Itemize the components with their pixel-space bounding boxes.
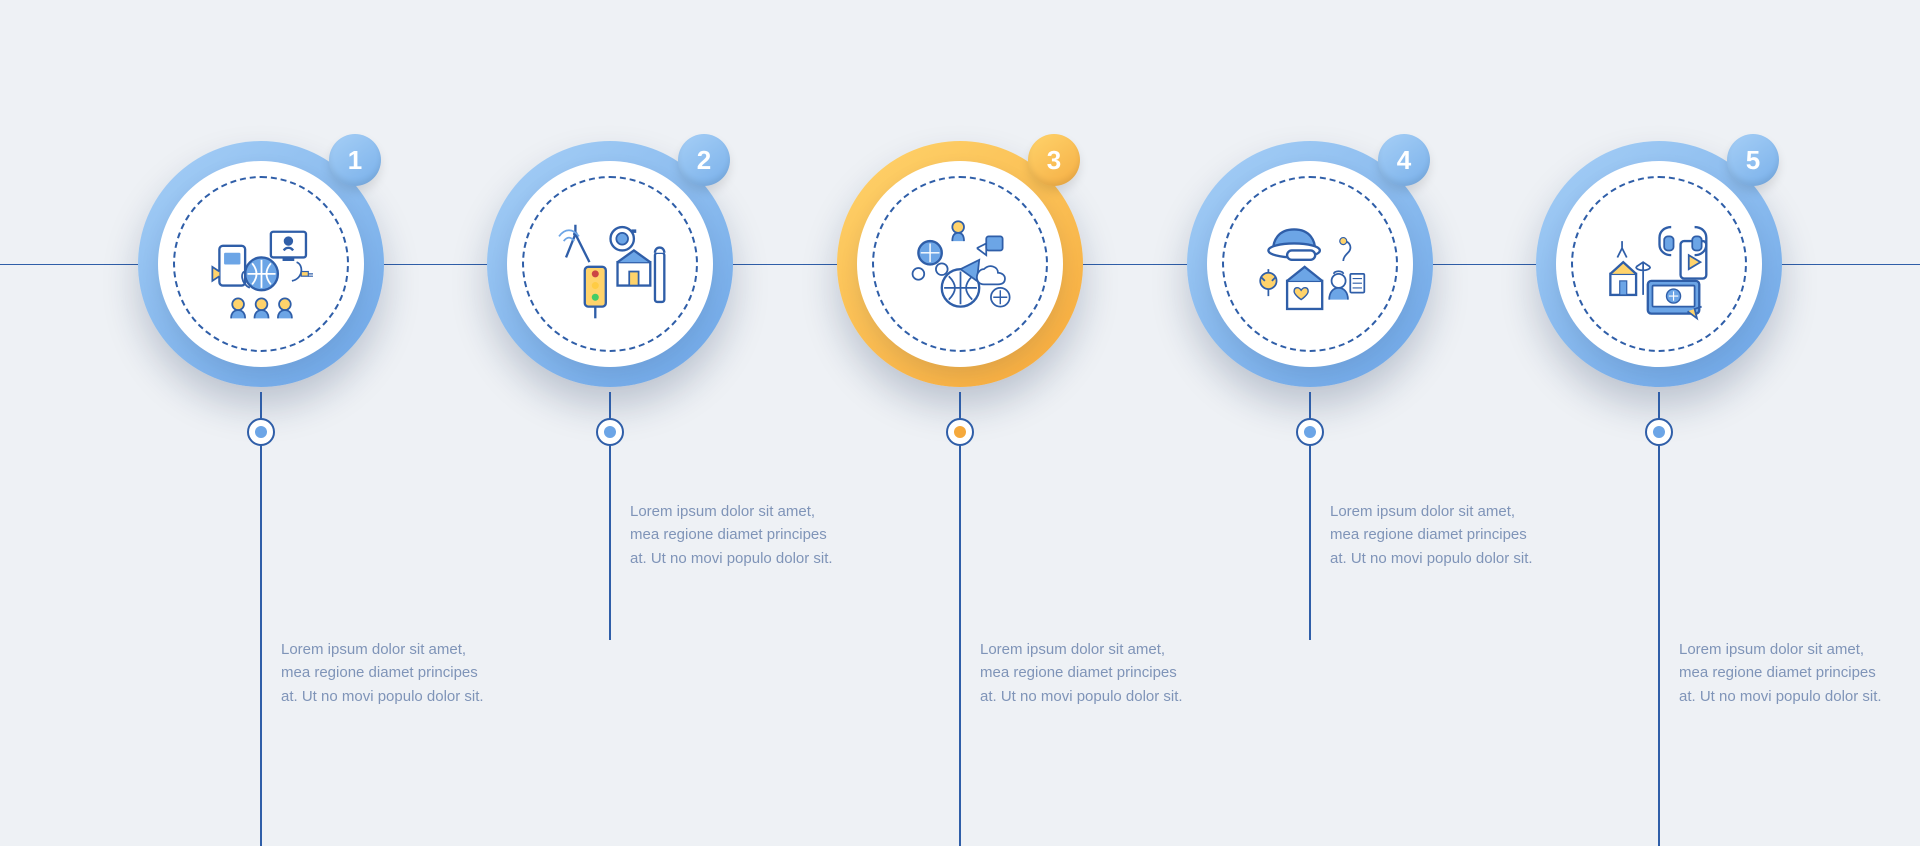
entertainment-icon [1584,189,1734,339]
step-number-badge: 3 [1028,134,1080,186]
step-number-badge: 1 [329,134,381,186]
step-body: Lorem ipsum dolor sit amet, mea regione … [1679,638,1889,708]
step-number: 5 [1746,145,1760,176]
connector-dot-fill [1653,426,1665,438]
connector-dot-fill [1304,426,1316,438]
connector-dot-fill [255,426,267,438]
step-body: Lorem ipsum dolor sit amet, mea regione … [980,638,1190,708]
information-icon [885,189,1035,339]
connector-dot-fill [604,426,616,438]
security-icon [535,189,685,339]
step-number-badge: 4 [1378,134,1430,186]
health-icon [1235,189,1385,339]
step-body: Lorem ipsum dolor sit amet, mea regione … [281,638,491,708]
step-number-badge: 5 [1727,134,1779,186]
step-number: 3 [1047,145,1061,176]
step-body: Lorem ipsum dolor sit amet, mea regione … [630,500,840,570]
step-number: 2 [697,145,711,176]
connector-line [1658,392,1660,846]
connector-line [959,392,961,846]
step-number-badge: 2 [678,134,730,186]
step-number: 4 [1397,145,1411,176]
isolation-icon [186,189,336,339]
connector-line [260,392,262,846]
step-body: Lorem ipsum dolor sit amet, mea regione … [1330,500,1540,570]
connector-dot-fill [954,426,966,438]
step-number: 1 [348,145,362,176]
